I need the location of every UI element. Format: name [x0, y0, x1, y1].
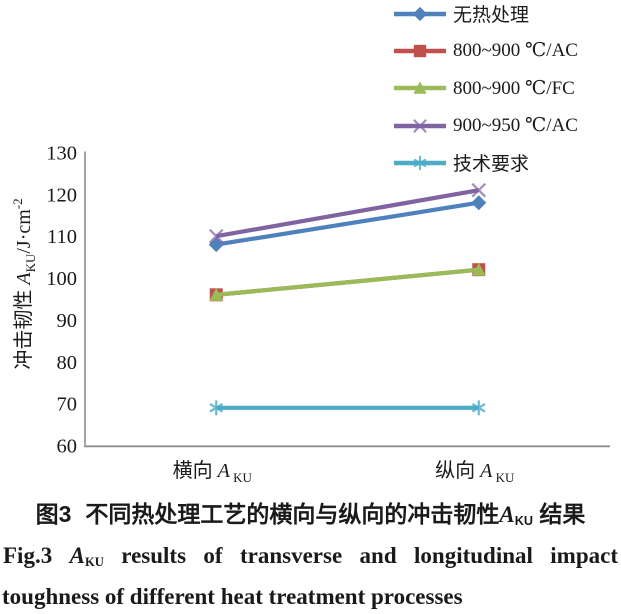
- legend-item-2: 800~900 ℃/FC: [393, 70, 578, 107]
- caption-figure-number-cn: 图3: [35, 501, 72, 527]
- caption-cn-symbol: A: [499, 502, 515, 527]
- caption-figure-number-en: Fig.3: [3, 543, 53, 569]
- series-line-3: [208, 182, 487, 244]
- y-tick-label: 110: [47, 226, 77, 248]
- y-tick-label: 60: [57, 436, 78, 458]
- legend-label: 无热处理: [453, 5, 530, 27]
- legend-label: 技术要求: [453, 154, 530, 176]
- series-line-4: [209, 400, 486, 416]
- legend-x-icon: [394, 118, 446, 133]
- caption-chinese: 图3 不同热处理工艺的横向与纵向的冲击韧性AKU 结果: [0, 497, 621, 538]
- data-point-marker: [208, 228, 224, 244]
- series-line-0: [208, 195, 487, 253]
- legend-label: 800~900 ℃/AC: [453, 40, 578, 62]
- data-point-marker: [471, 182, 487, 198]
- y-axis-title: 冲击韧性 AKU/J·cm-2: [10, 198, 38, 369]
- caption-cn-symbol-sub: KU: [514, 514, 533, 529]
- legend-item-4: 技术要求: [393, 144, 578, 181]
- caption-english-line2: toughness of different heat treatment pr…: [2, 584, 463, 610]
- caption-en-rest: results of transverse and longitudinal i…: [121, 543, 618, 569]
- legend-label: 900~950 ℃/AC: [453, 115, 578, 137]
- data-point-marker: [209, 288, 224, 301]
- caption-cn-text: 不同热处理工艺的横向与纵向的冲击韧性: [85, 501, 500, 527]
- y-tick-label: 120: [46, 184, 77, 206]
- y-tick-label: 70: [57, 394, 78, 416]
- y-tick-label: 100: [46, 268, 77, 290]
- impact-toughness-chart: 130 120 110 100 90 80 70 60 横向 A KU 纵向 A KU 冲击韧性 A…: [10, 143, 610, 485]
- legend-diamond-icon: [394, 6, 446, 21]
- data-point-marker: [471, 262, 486, 276]
- chart-legend: 无热处理 800~900 ℃/AC 800~900 ℃/FC 900~950 ℃/AC…: [393, 0, 578, 181]
- y-tick-label: 90: [57, 310, 78, 332]
- data-point-marker: [471, 400, 486, 416]
- legend-asterisk-icon: [394, 155, 446, 170]
- figure-caption: 图3 不同热处理工艺的横向与纵向的冲击韧性AKU 结果 Fig.3 AKU res…: [0, 497, 621, 614]
- series-line-2: [209, 262, 486, 301]
- legend-item-1: 800~900 ℃/AC: [393, 32, 578, 69]
- caption-en-symbol: A: [69, 543, 85, 569]
- data-point-marker: [209, 400, 224, 416]
- data-point-marker: [471, 195, 487, 211]
- y-tick-label: 130: [46, 143, 77, 165]
- caption-cn-suffix: 结果: [533, 501, 586, 527]
- legend-item-3: 900~950 ℃/AC: [393, 107, 578, 144]
- x-category-label: 横向 A KU: [173, 459, 253, 485]
- legend-triangle-icon: [394, 81, 446, 94]
- x-category-label: 纵向 A KU: [435, 459, 515, 485]
- legend-label: 800~900 ℃/FC: [453, 77, 575, 99]
- caption-en-symbol-sub: KU: [84, 555, 104, 570]
- data-point-marker: [208, 237, 224, 253]
- legend-item-0: 无热处理: [393, 0, 578, 32]
- caption-english-line1: Fig.3 AKU results of transverse and long…: [0, 538, 621, 580]
- legend-square-icon: [394, 44, 446, 58]
- y-tick-label: 80: [57, 352, 78, 374]
